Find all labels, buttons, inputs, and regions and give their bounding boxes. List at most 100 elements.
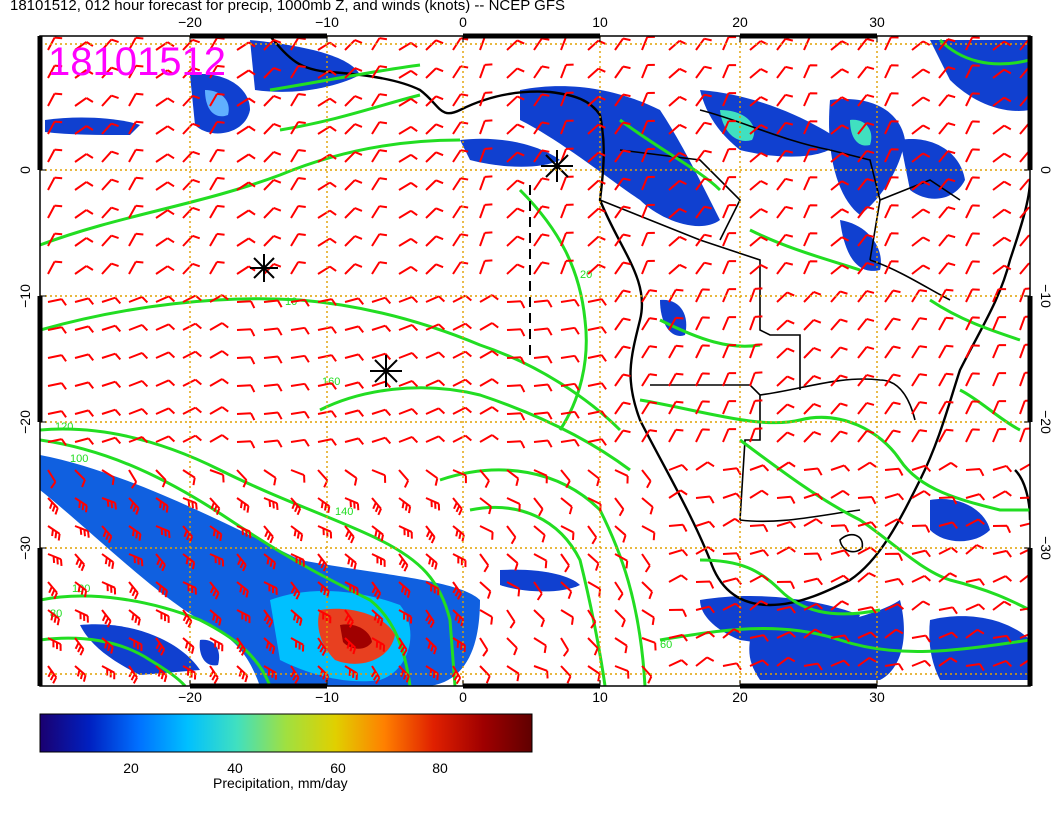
wind-barb: [263, 122, 282, 135]
wind-barb: [506, 39, 525, 51]
wind-barb: [74, 381, 95, 389]
wind-barb: [965, 204, 980, 219]
wind-barb: [506, 665, 520, 682]
precip-nw-band: [45, 117, 140, 135]
wind-barb: [101, 469, 115, 486]
wind-barb: [830, 659, 851, 667]
wind-barb: [803, 662, 823, 671]
wind-barb: [101, 609, 112, 628]
wind-barb: [884, 662, 904, 671]
wind-barb: [290, 326, 310, 335]
wind-barb: [965, 120, 980, 135]
wind-barb: [776, 347, 795, 359]
wind-barb: [182, 262, 201, 275]
wind-barb: [182, 94, 201, 107]
lon-tick-label: 20: [732, 689, 748, 705]
wind-barb: [425, 67, 444, 79]
wind-barb: [884, 148, 899, 163]
wind-barb: [398, 265, 418, 275]
border-3: [759, 378, 916, 421]
wind-barb: [857, 461, 877, 471]
wind-barb: [560, 354, 580, 363]
wind-barb: [182, 322, 202, 331]
wind-barb: [857, 150, 875, 163]
wind-barb: [425, 351, 446, 359]
wind-barb: [398, 436, 419, 444]
wind-barb: [74, 469, 86, 488]
wind-barb: [533, 233, 550, 247]
wind-barb: [182, 122, 201, 135]
wind-barb: [47, 176, 63, 191]
wind-barb: [236, 97, 256, 107]
wind-barb: [938, 496, 958, 505]
wind-barb: [776, 65, 794, 79]
wind-barb: [668, 179, 687, 191]
wind-barb: [74, 437, 95, 445]
wind-barb: [506, 95, 525, 107]
wind-barb: [560, 63, 574, 79]
wind-barb: [641, 345, 658, 359]
wind-barb: [236, 356, 256, 365]
wind-barb: [317, 153, 337, 163]
wind-barb: [182, 434, 202, 443]
wind-barb: [749, 574, 769, 583]
wind-barb: [425, 609, 435, 628]
wind-barb: [803, 577, 823, 586]
wind-barb: [182, 206, 201, 219]
wind-barb: [1019, 462, 1030, 471]
wind-barb: [803, 467, 823, 476]
wind-barb: [128, 380, 149, 388]
wind-barb: [992, 464, 1013, 473]
wind-barb: [587, 354, 607, 362]
wind-barb: [668, 288, 684, 303]
wind-barb: [344, 151, 363, 163]
wind-barb: [182, 581, 197, 595]
wind-barb: [344, 409, 365, 417]
lat-tick-label: −10: [17, 284, 33, 308]
wind-barb: [74, 97, 94, 107]
wind-barb: [1019, 496, 1030, 505]
wind-barb: [965, 628, 985, 639]
wind-barb: [749, 124, 768, 135]
wind-barb: [722, 120, 737, 135]
wind-barb: [398, 525, 413, 539]
colorbar-gradient: [39, 713, 533, 753]
wind-barb: [992, 40, 1012, 51]
wind-barb: [317, 609, 332, 624]
wind-barb: [371, 177, 388, 191]
wind-barb: [506, 469, 520, 487]
wind-barb: [74, 581, 88, 598]
wind-barb: [641, 36, 655, 51]
wind-barb: [101, 122, 119, 135]
wind-barb: [290, 497, 302, 516]
wind-barb: [398, 352, 419, 360]
wind-barb: [911, 180, 931, 191]
wind-barb: [695, 121, 712, 135]
wind-barb: [749, 180, 768, 191]
wind-barb: [344, 665, 358, 680]
wind-barb: [290, 581, 301, 600]
precip-ne: [930, 40, 1030, 111]
wind-barb: [938, 178, 956, 191]
lat-labels-left: 0 −10 −20 −30: [17, 166, 33, 560]
wind-barb: [614, 637, 628, 654]
contour-22: [659, 318, 761, 348]
wind-barb: [830, 524, 850, 533]
wind-barb: [209, 497, 221, 516]
station-markers: [250, 150, 573, 387]
wind-barb: [155, 295, 176, 303]
wind-barb: [668, 263, 687, 275]
wind-barb: [209, 434, 229, 443]
lon-labels-top: −20 −10 0 10 20 30: [178, 14, 885, 30]
wind-barb: [74, 497, 88, 513]
wind-barb: [614, 345, 631, 359]
wind-barb: [614, 205, 631, 219]
wind-barb: [128, 525, 142, 541]
wind-barb: [155, 553, 166, 572]
wind-barb: [263, 411, 283, 420]
wind-barb: [722, 492, 743, 500]
wind-barb: [155, 435, 176, 443]
wind-barb: [128, 497, 140, 515]
wind-barb: [614, 373, 631, 387]
wind-barb: [884, 36, 899, 51]
